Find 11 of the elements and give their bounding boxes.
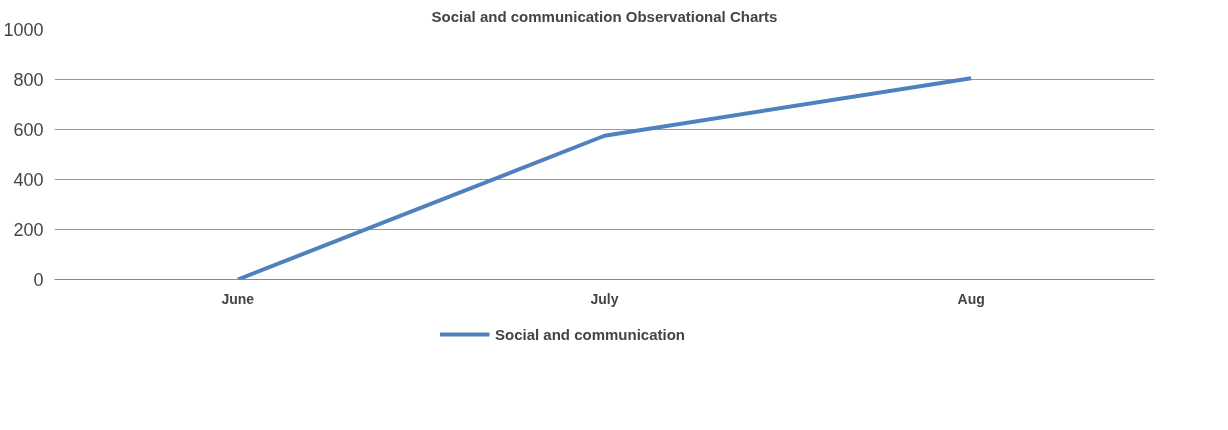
x-tick-label: June bbox=[221, 290, 255, 307]
y-tick-label: 200 bbox=[13, 220, 44, 240]
x-tick-label: July bbox=[590, 290, 619, 307]
y-tick-label: 1000 bbox=[3, 20, 44, 40]
y-tick-label: 400 bbox=[13, 170, 44, 190]
legend-label: Social and communication bbox=[494, 325, 686, 343]
y-tick-label: 800 bbox=[13, 70, 44, 90]
y-tick-label: 0 bbox=[33, 270, 44, 290]
x-tick-label: Aug bbox=[957, 290, 985, 307]
y-tick-label: 600 bbox=[13, 120, 44, 140]
chart-title: Social and communication Observational Charts bbox=[431, 7, 778, 25]
